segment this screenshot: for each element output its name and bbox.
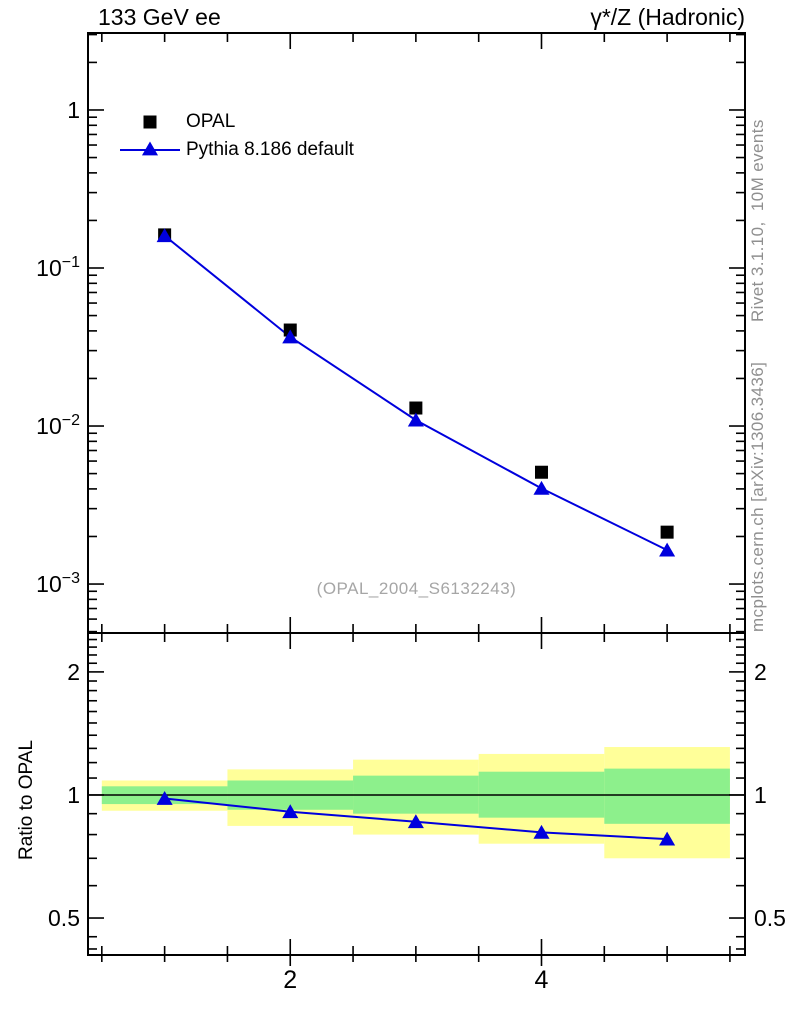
pythia-marker (282, 329, 299, 344)
legend-label-opal: OPAL (186, 111, 236, 132)
ratio-axis-label: Ratio to OPAL (16, 739, 37, 860)
ratio-y-tick-label-right: 2 (754, 659, 767, 685)
ratio-pythia-marker (533, 824, 550, 839)
ratio-y-tick-label-left: 0.5 (48, 905, 80, 931)
uncertainty-band-green (604, 768, 730, 824)
legend-pythia-marker (141, 141, 159, 156)
x-tick-label: 4 (535, 966, 549, 994)
opal-data-marker (534, 465, 548, 479)
ratio-panel-frame (87, 632, 746, 956)
ratio-y-tick-label-right: 1 (754, 782, 767, 808)
mcplots-reference-note: mcplots.cern.ch [arXiv:1306.3436] (748, 361, 767, 632)
main-y-tick-label: 1 (67, 97, 80, 123)
header-energy-label: 133 GeV ee (98, 4, 221, 30)
pythia-marker (659, 542, 676, 557)
ratio-pythia-marker (659, 831, 676, 846)
main-y-tick-label: 10−3 (36, 570, 80, 597)
pythia-marker (156, 228, 173, 243)
pythia-marker (533, 480, 550, 495)
opal-data-marker (660, 525, 674, 539)
main-y-tick-label: 10−2 (36, 412, 80, 439)
legend-opal-marker (143, 115, 157, 129)
ratio-pythia-marker (407, 814, 424, 829)
x-tick-label: 2 (283, 966, 297, 994)
ratio-y-tick-label-right: 0.5 (754, 905, 786, 931)
opal-data-marker (409, 401, 423, 415)
main-y-tick-label: 10−1 (36, 254, 80, 281)
pythia-marker (407, 412, 424, 427)
ratio-pythia-marker (282, 804, 299, 819)
ratio-pythia-marker (156, 791, 173, 805)
ratio-y-tick-label-left: 2 (67, 659, 80, 685)
ratio-y-tick-label-left: 1 (67, 782, 80, 808)
rivet-version-note: Rivet 3.1.10, 10M events (748, 119, 767, 322)
header-process-label: γ*/Z (Hadronic) (590, 4, 745, 30)
pythia-line (164, 234, 668, 551)
analysis-id-watermark: (OPAL_2004_S6132243) (316, 579, 517, 598)
legend-label-pythia: Pythia 8.186 default (186, 139, 354, 160)
